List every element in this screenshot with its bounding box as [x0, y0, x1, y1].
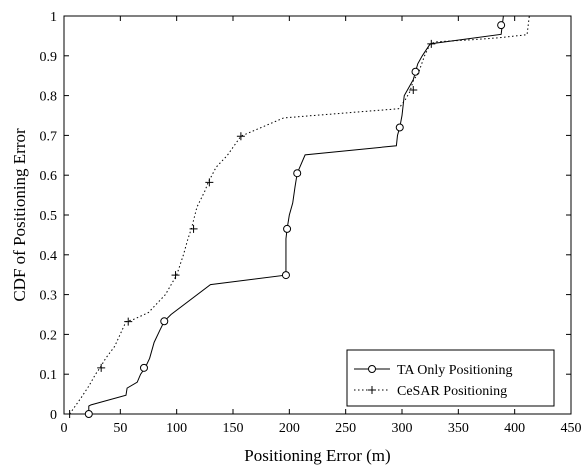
y-tick-label: 0.6 [40, 169, 58, 184]
series-line-0 [88, 15, 530, 414]
marker-circle [497, 21, 506, 30]
marker-circle [84, 410, 93, 418]
x-tick-label: 350 [448, 421, 469, 436]
legend-box [346, 349, 555, 407]
marker-plus [205, 178, 214, 187]
marker-circle [283, 224, 292, 233]
y-tick-label: 0.5 [40, 209, 58, 224]
legend-item-ta-only: TA Only Positioning [354, 363, 513, 378]
marker-plus [97, 363, 106, 372]
marker-circle [160, 317, 169, 326]
legend-item-cesar: CeSAR Positioning [354, 384, 507, 399]
series-line-1 [69, 15, 530, 415]
marker-plus [427, 39, 436, 48]
legend: TA Only Positioning CeSAR Positioning [346, 349, 555, 407]
x-tick-label: 400 [504, 421, 525, 436]
series-layer [65, 15, 530, 418]
x-tick-label: 300 [392, 421, 413, 436]
marker-plus [171, 271, 180, 280]
marker-plus [409, 86, 418, 95]
x-axis-label: Positioning Error (m) [244, 446, 390, 465]
x-tick-label: 450 [561, 421, 582, 436]
legend-label-cesar: CeSAR Positioning [397, 384, 507, 399]
marker-plus [189, 224, 198, 233]
y-tick-label: 1 [50, 10, 57, 25]
y-tick-label: 0.9 [40, 50, 58, 65]
y-tick-label: 0.4 [40, 249, 58, 264]
y-tick-label: 0.7 [40, 129, 58, 144]
marker-plus [236, 132, 245, 141]
marker-circle [293, 169, 302, 178]
x-tick-label: 150 [223, 421, 244, 436]
marker-plus [124, 317, 133, 326]
x-tick-label: 250 [335, 421, 356, 436]
marker-circle [139, 363, 148, 372]
y-tick-label: 0.1 [40, 368, 58, 383]
marker-circle [281, 271, 290, 280]
marker-circle [395, 123, 404, 132]
y-tick-label: 0.3 [40, 289, 58, 304]
ticks-layer: 0 50 100 150 200 250 300 350 400 450 0 0.1 0.2 0.3 0.4… [40, 10, 582, 436]
x-tick-label: 0 [61, 421, 68, 436]
y-tick-label: 0.2 [40, 328, 58, 343]
y-axis-label: CDF of Positioning Error [10, 128, 29, 302]
legend-label-ta-only: TA Only Positioning [397, 363, 513, 378]
y-tick-label: 0 [50, 408, 57, 423]
x-tick-label: 200 [279, 421, 300, 436]
y-tick-label: 0.8 [40, 90, 58, 105]
x-tick-label: 50 [113, 421, 127, 436]
legend-marker-plus [368, 386, 376, 394]
legend-marker-circle [368, 365, 376, 373]
x-tick-label: 100 [166, 421, 187, 436]
